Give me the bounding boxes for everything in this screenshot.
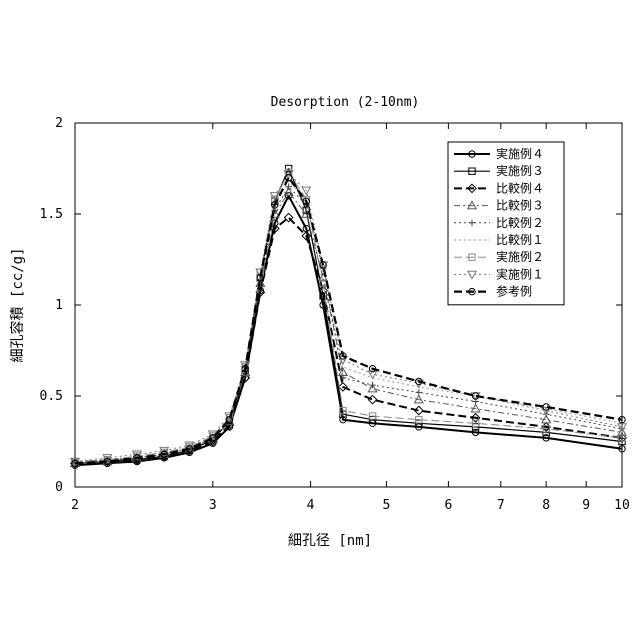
legend-label: 実施例２ — [496, 249, 544, 264]
legend-label: 比較例４ — [496, 180, 544, 195]
legend-label: 実施例４ — [496, 146, 544, 161]
legend-label: 参考例 — [496, 284, 532, 299]
data-point — [416, 389, 422, 395]
legend-label: 実施例１ — [496, 266, 544, 281]
y-tick-label: 2 — [55, 116, 63, 131]
legend-label: 比較例３ — [496, 198, 544, 213]
x-tick-label: 4 — [307, 498, 315, 513]
x-tick-label: 3 — [209, 498, 217, 513]
x-tick-label: 2 — [71, 498, 79, 513]
y-axis-label: 細孔容積 [cc/g] — [9, 247, 26, 362]
x-tick-label: 9 — [582, 498, 590, 513]
y-tick-label: 0.5 — [40, 389, 63, 404]
y-tick-label: 1.5 — [40, 207, 63, 222]
x-tick-label: 10 — [614, 498, 630, 513]
x-tick-label: 7 — [497, 498, 505, 513]
x-tick-label: 8 — [542, 498, 550, 513]
legend-label: 実施例３ — [496, 163, 544, 178]
y-tick-label: 1 — [55, 298, 63, 313]
legend-label: 比較例１ — [496, 232, 544, 247]
x-tick-label: 6 — [444, 498, 452, 513]
x-tick-label: 5 — [383, 498, 391, 513]
legend: 実施例４ 実施例３ 比較例４ 比較例３ 比較例２ 比較例１ 実施例２ 実施例１ 参考例 — [448, 142, 564, 305]
data-point — [368, 395, 376, 403]
legend-label: 比較例２ — [496, 215, 544, 230]
chart-title: Desorption (2-10nm) — [271, 95, 420, 110]
y-tick-label: 0 — [55, 480, 63, 495]
x-axis-label: 細孔径 [nm] — [288, 533, 372, 549]
